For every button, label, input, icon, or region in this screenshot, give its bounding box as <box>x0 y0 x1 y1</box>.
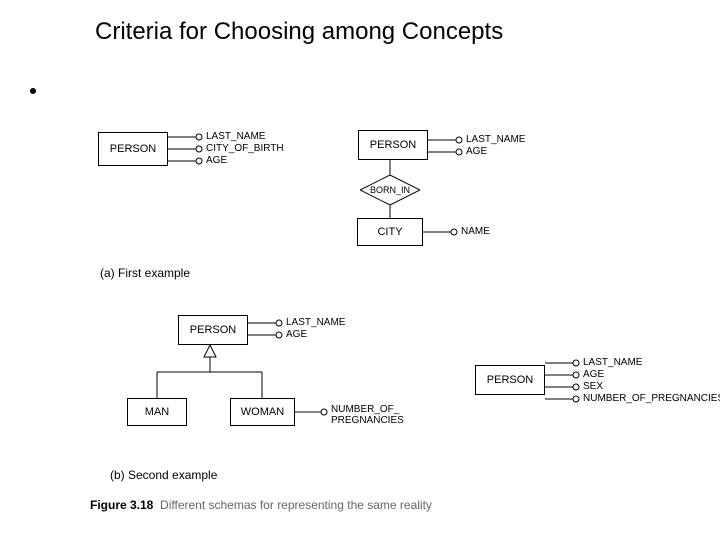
relationship-born-in: BORN_IN <box>360 175 420 205</box>
attr-city-of-birth: CITY_OF_BIRTH <box>206 143 284 154</box>
attr-last-name: LAST_NAME <box>466 134 525 145</box>
entity-person-a-right: PERSON <box>358 130 428 160</box>
entity-label: CITY <box>377 226 402 238</box>
entity-man: MAN <box>127 398 187 426</box>
attr-name: NAME <box>461 226 490 237</box>
attr-num-preg-2: PREGNANCIES <box>331 415 404 426</box>
attr-last-name: LAST_NAME <box>206 131 265 142</box>
attr-last-name: LAST_NAME <box>286 317 345 328</box>
figure-text: Different schemas for representing the s… <box>160 498 432 512</box>
page-title: Criteria for Choosing among Concepts <box>95 18 503 46</box>
attr-last-name: LAST_NAME <box>583 357 642 368</box>
entity-woman: WOMAN <box>230 398 295 426</box>
entity-label: MAN <box>145 406 169 418</box>
attr-sex: SEX <box>583 381 603 392</box>
attr-age: AGE <box>206 155 227 166</box>
entity-person-a-left: PERSON <box>98 132 168 166</box>
attr-num-preg-1: NUMBER_OF_ <box>331 404 399 415</box>
entity-person-b-left: PERSON <box>178 315 248 345</box>
entity-label: PERSON <box>370 139 416 151</box>
bullet <box>30 88 36 94</box>
attr-num-preg: NUMBER_OF_PREGNANCIES <box>583 393 720 404</box>
entity-label: WOMAN <box>241 406 284 418</box>
entity-label: PERSON <box>487 374 533 386</box>
caption-b: (b) Second example <box>110 468 217 482</box>
figure-caption: Figure 3.18 Different schemas for repres… <box>90 498 432 512</box>
relationship-label: BORN_IN <box>360 175 420 205</box>
attr-age: AGE <box>466 146 487 157</box>
attr-age: AGE <box>286 329 307 340</box>
entity-label: PERSON <box>190 324 236 336</box>
entity-person-b-right: PERSON <box>475 365 545 395</box>
entity-city: CITY <box>357 218 423 246</box>
entity-label: PERSON <box>110 143 156 155</box>
attr-age: AGE <box>583 369 604 380</box>
figure-number: Figure 3.18 <box>90 498 153 512</box>
caption-a: (a) First example <box>100 266 190 280</box>
